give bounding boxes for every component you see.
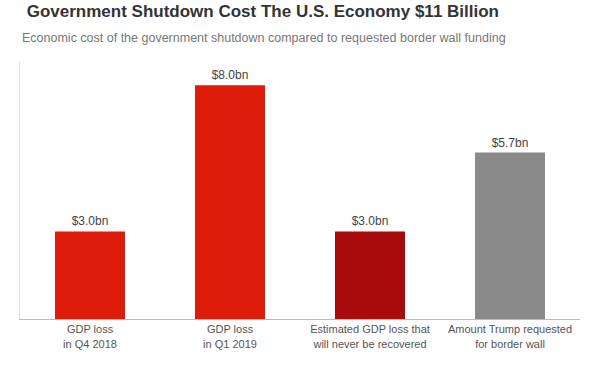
svg-text:Government Shutdown Cost The U: Government Shutdown Cost The U.S. Econom… <box>27 2 499 21</box>
svg-text:$3.0bn: $3.0bn <box>72 214 109 228</box>
svg-text:$8.0bn: $8.0bn <box>212 68 249 82</box>
svg-text:$5.7bn: $5.7bn <box>492 136 529 150</box>
svg-text:Economic cost of the governmen: Economic cost of the government shutdown… <box>22 31 506 45</box>
svg-text:Amount Trump requestedfor bord: Amount Trump requestedfor border wall <box>448 323 572 349</box>
svg-text:Estimated GDP loss thatwill ne: Estimated GDP loss thatwill never be rec… <box>310 323 430 349</box>
svg-text:$3.0bn: $3.0bn <box>352 214 389 228</box>
svg-text:GDP lossin Q1 2019: GDP lossin Q1 2019 <box>203 323 257 349</box>
svg-text:GDP lossin Q4 2018: GDP lossin Q4 2018 <box>63 323 117 349</box>
